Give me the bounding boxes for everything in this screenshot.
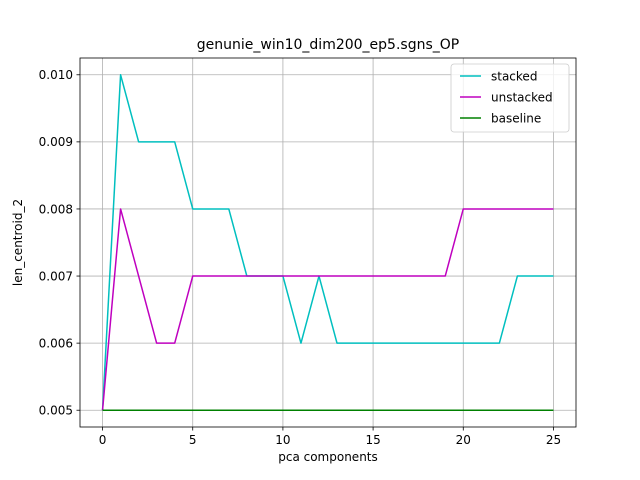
y-tick-label: 0.005	[39, 404, 73, 418]
y-tick-label: 0.008	[39, 202, 73, 216]
legend-label-unstacked: unstacked	[491, 90, 553, 104]
y-axis-label: len_centroid_2	[11, 199, 25, 286]
series-line-stacked	[101, 74, 554, 411]
legend-label-baseline: baseline	[491, 111, 541, 125]
x-tick-label: 20	[456, 433, 471, 447]
series-line-unstacked	[101, 208, 554, 411]
x-axis-label: pca components	[278, 450, 378, 464]
y-tick-label: 0.009	[39, 135, 73, 149]
y-tick-label: 0.006	[39, 336, 73, 350]
x-tick-label: 10	[275, 433, 290, 447]
legend-label-stacked: stacked	[491, 69, 537, 83]
x-tick-label: 0	[99, 433, 107, 447]
y-tick-label: 0.007	[39, 269, 73, 283]
legend: stacked unstacked baseline	[450, 63, 570, 133]
x-tick-label: 5	[189, 433, 197, 447]
x-tick-label: 25	[546, 433, 561, 447]
y-tick-label: 0.010	[39, 68, 73, 82]
chart-title: genunie_win10_dim200_ep5.sgns_OP	[197, 37, 459, 53]
legend-box	[450, 63, 570, 133]
series-lines	[101, 74, 554, 411]
x-tick-label: 15	[365, 433, 380, 447]
plot-frame	[79, 57, 577, 428]
axis-ticks: 0 5 10 15 20 25 0.005 0.006 0.007 0.008 0.009 0.010	[39, 68, 561, 447]
